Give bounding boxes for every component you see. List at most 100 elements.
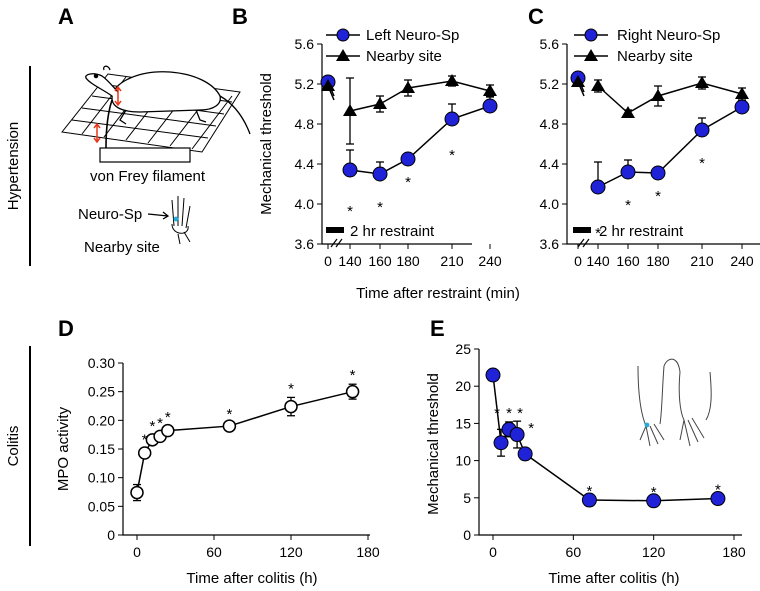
arrow-marks — [93, 85, 122, 144]
panel-label-b: B — [232, 4, 248, 29]
panel-c-significance-star: * — [625, 197, 631, 214]
panel-c-y-tick-label: 5.2 — [540, 76, 560, 92]
row-label-colitis: Colitis — [5, 426, 22, 467]
panel-b-marker-triangle — [445, 74, 459, 86]
panel-e-marker-circle — [646, 493, 662, 509]
panel-e-y-tick-label: 15 — [455, 415, 471, 431]
panel-e-marker-circle — [485, 367, 501, 383]
panel-d-y-tick-label: 0.30 — [88, 355, 115, 371]
panel-b-marker-circle — [400, 151, 416, 167]
panel-label-a: A — [58, 4, 74, 29]
panel-e-significance-star: * — [586, 483, 592, 500]
panel-b-x-tick-label: 180 — [396, 253, 420, 269]
panel-c-significance-star: * — [595, 225, 601, 242]
panel-c-x-tick-label: 140 — [586, 253, 610, 269]
panel-e-y-tick-label: 5 — [463, 490, 471, 506]
panel-d-y-tick-label: 0.15 — [88, 441, 115, 457]
panel-d-chart: MPO activity Time after colitis (h) 0 0.0… — [55, 355, 380, 587]
panel-d-marker-open-circle — [345, 384, 360, 399]
panel-b-legend: Left Neuro-Sp Nearby site — [326, 27, 459, 65]
panel-e-marker-circle — [517, 446, 533, 462]
panel-e-chart: Mechanical threshold Time after colitis … — [425, 341, 746, 587]
panel-e-marker-circle — [710, 491, 726, 507]
panel-b-significance-star: * — [347, 203, 353, 220]
panel-b-chart: Mechanical threshold 3.64.04.44.85.25.6 … — [258, 27, 502, 269]
panel-b-restraint-label: 2 hr restraint — [350, 223, 435, 240]
panel-c-restraint-label: 2 hr restraint — [599, 223, 684, 240]
panel-b-marker-circle — [444, 111, 460, 127]
panel-c-marker-circle — [694, 122, 710, 138]
panel-d-y-tick-label: 0 — [107, 527, 115, 543]
panel-e-y-tick-label: 20 — [455, 378, 471, 394]
panel-d-y-tick-label: 0.05 — [88, 498, 115, 514]
panel-d-significance-star: * — [165, 409, 171, 426]
panel-d-y-tick-label: 0.25 — [88, 384, 115, 400]
panel-b-marker-triangle — [343, 104, 357, 116]
shared-x-axis-label: Time after restraint (min) — [356, 285, 520, 302]
panel-d-x-tick-label: 120 — [279, 544, 303, 560]
panel-c-marker-circle — [590, 179, 606, 195]
panel-e-significance-star: * — [528, 420, 534, 437]
panel-e-significance-star: * — [517, 405, 523, 422]
panel-e-significance-star: * — [715, 482, 721, 499]
panel-d-significance-star: * — [226, 406, 232, 423]
panel-label-e: E — [430, 316, 445, 341]
panel-e-marker-circle — [509, 427, 525, 443]
panel-d-y-tick-label: 0.20 — [88, 412, 115, 428]
rat-drawing — [85, 65, 251, 135]
panel-d-marker-open-circle — [284, 399, 298, 414]
panel-b-y-tick-label: 5.2 — [295, 76, 315, 92]
panel-c-marker-triangle — [621, 106, 635, 118]
panel-b-x-tick-label: 240 — [478, 253, 502, 269]
panel-c-y-tick-label: 3.6 — [540, 236, 560, 252]
panel-b-x-tick-label: 160 — [368, 253, 392, 269]
von-frey-filament-label: von Frey filament — [90, 168, 206, 185]
paw-sketch — [171, 196, 191, 245]
panel-d-y-tick-label: 0.10 — [88, 470, 115, 486]
panel-d-x-axis-label: Time after colitis (h) — [186, 570, 317, 587]
panel-d-marker-open-circle — [161, 423, 175, 438]
panel-b-marker-triangle — [373, 97, 387, 109]
panel-e-marker-circle — [581, 492, 597, 508]
panel-e-y-tick-label: 25 — [455, 341, 471, 357]
von-frey-filament-device — [99, 99, 191, 163]
panel-b-marker-circle — [482, 98, 498, 114]
panel-c-legend-label-2: Nearby site — [617, 48, 693, 65]
panel-e-neuro-sp-dot — [644, 422, 650, 428]
panel-c-y-tick-label: 5.6 — [540, 36, 560, 52]
panel-b-y-tick-label: 4.8 — [295, 116, 315, 132]
panel-b-x-tick-label: 210 — [440, 253, 464, 269]
panel-label-d: D — [58, 316, 74, 341]
panel-b-marker-triangle — [401, 81, 415, 93]
panel-b-marker-circle — [342, 162, 358, 178]
panel-d-marker-open-circle — [137, 446, 152, 460]
panel-c-axes — [566, 44, 760, 245]
row-label-hypertension-group: Hypertension — [5, 66, 31, 266]
panel-b-legend-label-2: Nearby site — [366, 48, 442, 65]
panel-b-y-tick-label: 4.4 — [295, 156, 315, 172]
panel-e-x-axis-label: Time after colitis (h) — [548, 570, 679, 587]
neuro-sp-dot — [173, 216, 179, 222]
panel-c-marker-triangle — [695, 76, 709, 88]
panel-c-significance-star: * — [655, 188, 661, 205]
panel-c-x-tick-label: 180 — [646, 253, 670, 269]
panel-e-series-0-line — [492, 374, 718, 502]
panel-d-significance-star: * — [149, 418, 155, 435]
panel-a-illustration: von Frey filament Neuro-Sp Nearby site — [61, 65, 251, 256]
panel-c-axis-break-icon — [577, 238, 590, 248]
row-label-hypertension: Hypertension — [5, 122, 22, 210]
panel-c-marker-circle — [620, 164, 636, 180]
panel-b-y-tick-label: 3.6 — [295, 236, 315, 252]
panel-d-axes — [122, 363, 370, 536]
panel-d-significance-star: * — [157, 415, 163, 432]
panel-c-significance-star: * — [699, 155, 705, 172]
panel-c-x-tick-label: 160 — [616, 253, 640, 269]
panel-c-x-tick-label: 240 — [730, 253, 754, 269]
panel-c-marker-triangle — [651, 89, 665, 101]
panel-d-x-tick-label: 60 — [206, 544, 222, 560]
panel-b-legend-marker-triangle — [336, 49, 350, 61]
panel-e-significance-star: * — [651, 484, 657, 501]
panel-c-y-tick-label: 4.8 — [540, 116, 560, 132]
panel-c-marker-triangle — [591, 79, 605, 91]
panel-d-y-axis-label: MPO activity — [55, 406, 72, 491]
